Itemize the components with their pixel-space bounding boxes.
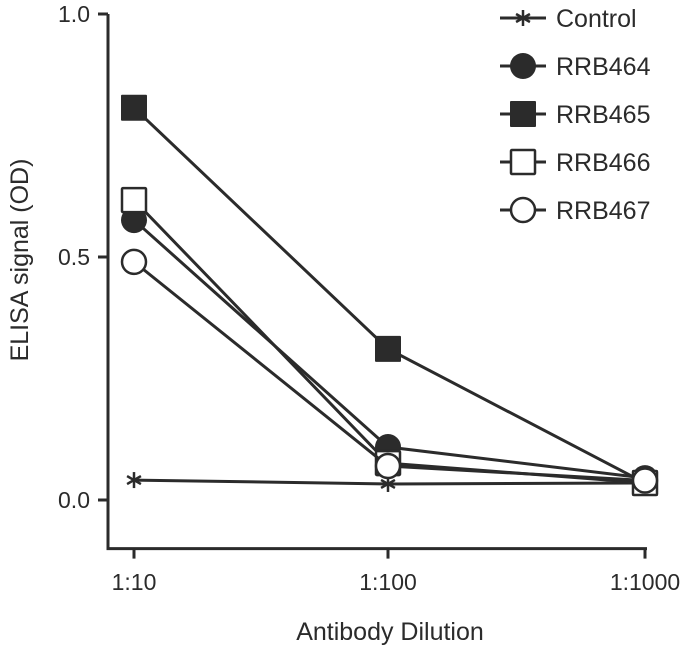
- filled-square-marker: [510, 101, 536, 127]
- legend-item: RRB466: [500, 148, 651, 177]
- filled-square-marker: [121, 94, 147, 121]
- asterisk-marker: [515, 12, 531, 24]
- axes: 0.0 0.5 1.0 1:10 1:100 1:1000: [58, 1, 680, 595]
- open-square-marker: [120, 186, 148, 214]
- legend-item: RRB465: [500, 101, 651, 129]
- filled-circle-marker: [121, 207, 147, 234]
- legend-item: RRB464: [500, 53, 651, 81]
- filled-circle-marker: [510, 53, 536, 79]
- legend-label: RRB465: [556, 101, 651, 129]
- y-tick-label: 0.5: [58, 244, 90, 270]
- y-tick-label: 0.0: [58, 487, 90, 513]
- open-circle-marker: [631, 467, 659, 494]
- legend-label: RRB466: [556, 149, 651, 177]
- x-tick-label: 1:1000: [610, 569, 680, 595]
- open-circle-marker: [120, 248, 148, 276]
- x-axis-label: Antibody Dilution: [296, 618, 484, 646]
- asterisk-marker: [380, 478, 396, 490]
- x-tick-label: 1:10: [112, 569, 157, 595]
- y-tick-label: 1.0: [58, 1, 90, 27]
- legend-label: RRB467: [556, 197, 651, 225]
- open-circle-marker: [509, 196, 537, 224]
- series-lines: [120, 94, 659, 497]
- legend: Control RRB464 RRB465 RRB466 RRB467: [500, 5, 651, 225]
- series-rrb467: [120, 248, 659, 494]
- legend-label: Control: [556, 5, 637, 33]
- x-tick-label: 1:100: [359, 569, 417, 595]
- y-axis-label: ELISA signal (OD): [6, 159, 34, 362]
- open-square-marker: [509, 148, 537, 176]
- legend-item: RRB467: [500, 196, 651, 225]
- filled-square-marker: [375, 335, 401, 362]
- legend-item: Control: [500, 5, 637, 33]
- legend-label: RRB464: [556, 53, 651, 81]
- asterisk-marker: [126, 474, 142, 486]
- open-circle-marker: [374, 452, 402, 480]
